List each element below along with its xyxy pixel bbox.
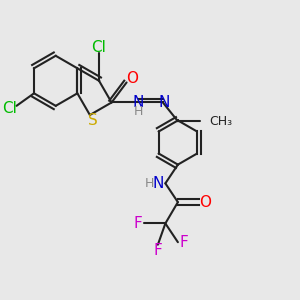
Text: F: F	[180, 235, 189, 250]
Text: H: H	[145, 177, 154, 190]
Text: N: N	[152, 176, 164, 191]
Text: F: F	[154, 243, 162, 258]
Text: H: H	[134, 105, 143, 119]
Text: O: O	[127, 70, 139, 86]
Text: CH₃: CH₃	[209, 115, 232, 128]
Text: O: O	[199, 195, 211, 210]
Text: Cl: Cl	[92, 40, 106, 56]
Text: N: N	[133, 95, 144, 110]
Text: Cl: Cl	[2, 101, 16, 116]
Text: S: S	[88, 113, 98, 128]
Text: N: N	[159, 95, 170, 110]
Text: F: F	[134, 216, 142, 231]
